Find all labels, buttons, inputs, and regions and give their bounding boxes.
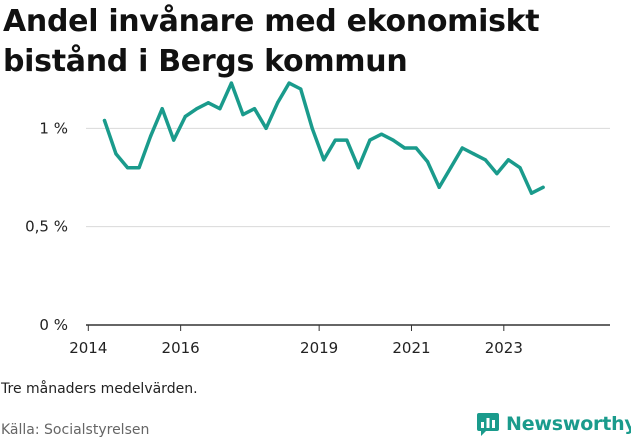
data-point (391, 138, 395, 142)
data-point (414, 146, 418, 150)
data-series (102, 81, 545, 195)
x-tick-label: 2016 (162, 339, 200, 357)
newsworthy-logo[interactable]: Newsworthy (476, 409, 631, 439)
x-tick-label: 2023 (485, 339, 523, 357)
data-point (472, 152, 476, 156)
data-point (495, 171, 499, 176)
series-line (102, 81, 545, 195)
data-point (345, 138, 349, 142)
data-point (172, 138, 176, 142)
data-point (460, 146, 464, 150)
y-tick-label: 0,5 % (25, 218, 68, 236)
x-tick-label: 2021 (392, 339, 430, 357)
data-point (483, 158, 487, 162)
data-point (252, 107, 257, 111)
y-tick-label: 0 % (39, 316, 68, 334)
data-point (379, 132, 384, 136)
data-point (368, 138, 372, 142)
newsworthy-logo-icon (477, 413, 499, 436)
chart-note: Tre månaders medelvärden. (1, 381, 198, 397)
data-point (287, 81, 291, 85)
x-tick-label: 2019 (300, 339, 338, 357)
data-point (529, 191, 534, 195)
data-point (229, 81, 234, 85)
brand-name: Newsworthy (506, 413, 631, 435)
data-point (333, 138, 337, 142)
data-point (137, 166, 141, 170)
data-point (264, 126, 268, 130)
data-point (402, 146, 407, 150)
y-tick-label: 1 % (39, 119, 68, 137)
data-point (114, 152, 118, 156)
x-tick-label: 2014 (69, 339, 107, 357)
data-point (149, 134, 153, 138)
y-axis-tick-labels: 0 % 0,5 % 1 % (25, 119, 68, 334)
data-point (241, 112, 245, 117)
data-point (195, 107, 199, 111)
data-point (275, 101, 280, 105)
data-point (183, 114, 187, 119)
data-point (160, 107, 164, 111)
data-point (299, 87, 303, 91)
data-point (518, 166, 522, 170)
data-point (506, 158, 511, 162)
data-point (218, 107, 222, 111)
line-chart: 0 % 0,5 % 1 % 2014 2016 2019 2021 2023 (25, 81, 610, 357)
data-point (437, 185, 441, 189)
chart-title: Andel invånare med ekonomiskt bistånd i … (3, 4, 540, 79)
data-point (125, 166, 130, 170)
source-label: Källa: Socialstyrelsen (1, 422, 150, 438)
data-point (541, 185, 545, 189)
data-point (426, 160, 430, 164)
data-point (449, 166, 453, 170)
data-point (322, 158, 326, 162)
x-axis: 2014 2016 2019 2021 2023 (69, 324, 610, 357)
gridlines (86, 127, 610, 228)
data-point (206, 101, 210, 105)
data-point (102, 118, 107, 123)
data-point (356, 166, 360, 170)
data-point (310, 126, 314, 130)
